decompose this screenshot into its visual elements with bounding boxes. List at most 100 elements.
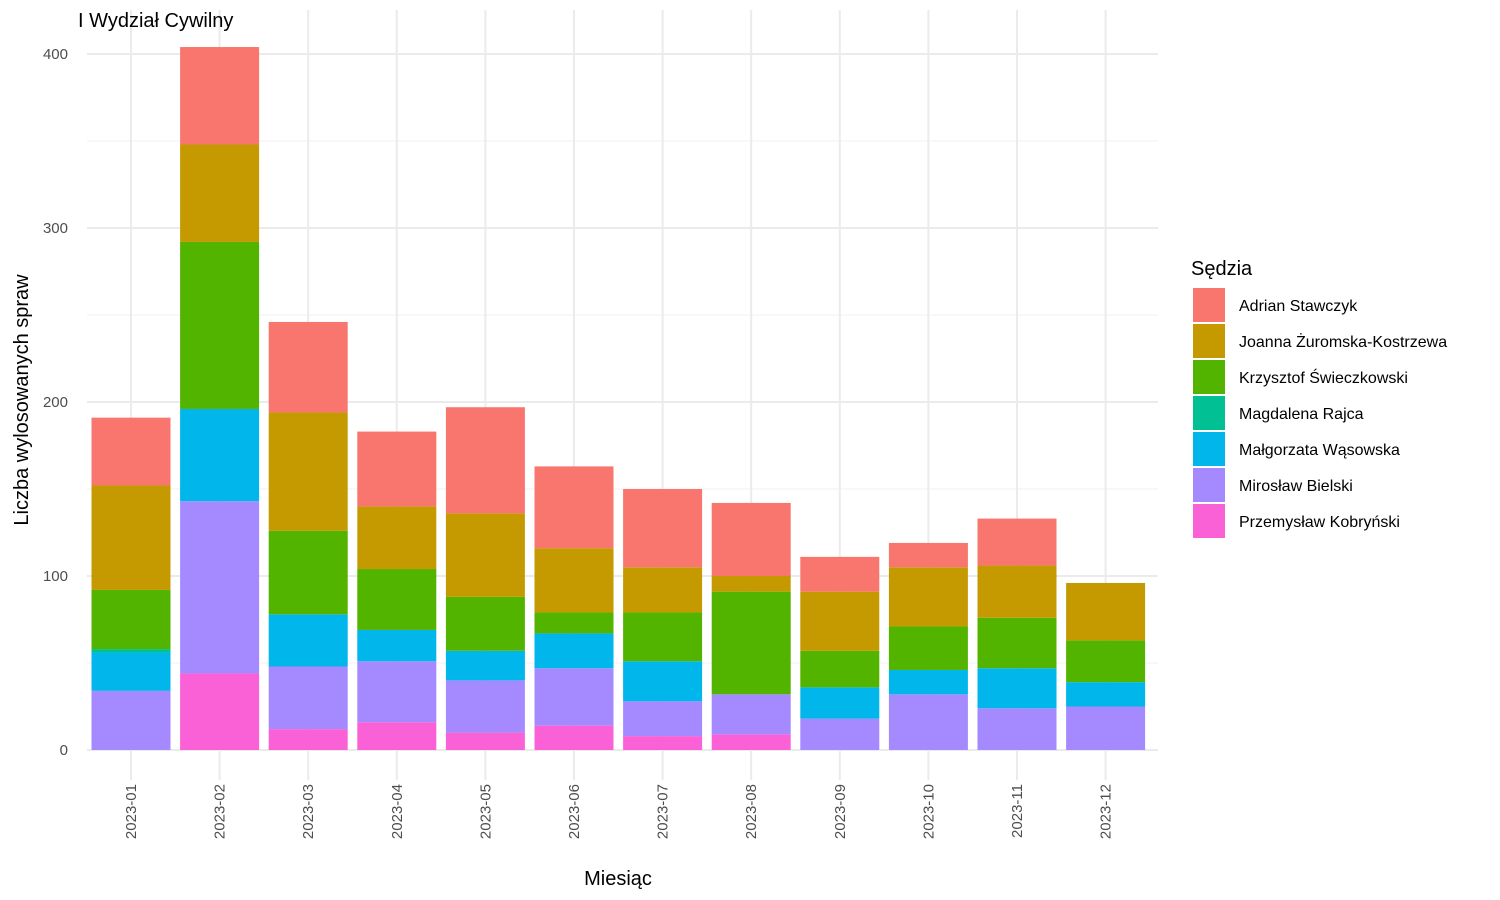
bar-segment xyxy=(623,736,703,750)
bar-segment xyxy=(800,687,880,719)
legend-swatch xyxy=(1193,468,1225,502)
bar-segment xyxy=(888,542,968,568)
bar-segment xyxy=(180,673,260,750)
bar-segment xyxy=(888,694,968,750)
bar-segment xyxy=(268,412,348,531)
legend-swatch xyxy=(1193,324,1225,358)
y-tick-label: 400 xyxy=(43,46,68,63)
legend-label: Joanna Żuromska-Kostrzewa xyxy=(1239,332,1447,351)
bar-segment xyxy=(534,725,614,750)
bar-segment xyxy=(357,722,437,750)
bar-segment xyxy=(445,732,525,750)
x-tick-label: 2023-02 xyxy=(212,784,229,839)
legend-label: Krzysztof Świeczkowski xyxy=(1239,368,1408,387)
bar-segment xyxy=(623,661,703,702)
bar-segment xyxy=(91,652,171,691)
bar-segment xyxy=(445,407,525,514)
bar-segment xyxy=(711,734,791,750)
bar-segment xyxy=(623,567,703,613)
x-tick-label: 2023-07 xyxy=(655,784,672,839)
bar-segment xyxy=(1066,640,1146,683)
x-tick-label: 2023-08 xyxy=(743,784,760,839)
bar-segment xyxy=(268,666,348,730)
bar-segment xyxy=(180,144,260,242)
bar-segment xyxy=(91,649,171,653)
legend-swatch xyxy=(1193,396,1225,430)
bar-segment xyxy=(800,718,880,750)
bar-segment xyxy=(180,408,260,502)
bar-segment xyxy=(91,417,171,486)
x-tick-label: 2023-05 xyxy=(477,784,494,839)
bar-segment xyxy=(888,669,968,695)
bar-segment xyxy=(268,530,348,615)
bar-segment xyxy=(357,569,437,630)
x-tick-label: 2023-10 xyxy=(920,784,937,839)
bar-segment xyxy=(357,506,437,570)
legend-swatch xyxy=(1193,288,1225,322)
bar-segment xyxy=(91,690,171,750)
legend-title: Sędzia xyxy=(1191,258,1253,280)
bar-segment xyxy=(534,466,614,549)
bar-segment xyxy=(91,485,171,590)
legend-label: Małgorzata Wąsowska xyxy=(1239,442,1400,459)
bar-segment xyxy=(357,661,437,723)
legend-label: Adrian Stawczyk xyxy=(1239,298,1358,315)
bar-segment xyxy=(1066,706,1146,750)
bar-segment xyxy=(1066,582,1146,641)
bar-segment xyxy=(711,591,791,695)
bar-segment xyxy=(180,501,260,674)
y-tick-label: 200 xyxy=(43,394,68,411)
chart-title: I Wydział Cywilny xyxy=(78,10,233,32)
x-tick-label: 2023-06 xyxy=(566,784,583,839)
bar-segment xyxy=(977,518,1057,566)
legend-swatch xyxy=(1193,432,1225,466)
legend-label: Przemysław Kobryński xyxy=(1239,514,1400,531)
y-axis-ticks: 0 100 200 300 400 xyxy=(43,46,68,759)
x-axis-title: Miesiąc xyxy=(584,868,652,890)
y-tick-label: 0 xyxy=(60,742,68,759)
bar-segment xyxy=(268,614,348,667)
bar-segment xyxy=(800,556,880,592)
x-tick-label: 2023-01 xyxy=(123,784,140,839)
bar-segment xyxy=(888,626,968,670)
bar-segment xyxy=(977,668,1057,709)
bar-segment xyxy=(180,47,260,145)
bar-segment xyxy=(623,612,703,662)
bar-segment xyxy=(977,565,1057,618)
bar-segment xyxy=(534,633,614,669)
x-tick-label: 2023-12 xyxy=(1098,784,1115,839)
bar-segment xyxy=(357,629,437,662)
bar-segment xyxy=(711,694,791,735)
legend-label: Magdalena Rajca xyxy=(1239,406,1364,423)
x-axis-ticks: 2023-01 2023-02 2023-03 2023-04 2023-05 2023-… xyxy=(123,784,1115,839)
bars xyxy=(91,47,1146,750)
bar-segment xyxy=(800,650,880,688)
bar-segment xyxy=(534,668,614,726)
x-tick-label: 2023-04 xyxy=(389,784,406,839)
bar-segment xyxy=(445,650,525,681)
x-tick-label: 2023-03 xyxy=(300,784,317,839)
bar-segment xyxy=(888,567,968,627)
bar-segment xyxy=(711,576,791,592)
bar-segment xyxy=(357,431,437,507)
y-tick-label: 100 xyxy=(43,568,68,585)
bar-segment xyxy=(445,680,525,733)
x-tick-label: 2023-11 xyxy=(1009,784,1026,838)
bar-segment xyxy=(711,502,791,576)
bar-segment xyxy=(180,241,260,409)
bar-segment xyxy=(91,589,171,650)
legend-swatch xyxy=(1193,360,1225,394)
bar-segment xyxy=(268,321,348,413)
y-axis-title: Liczba wylosowanych spraw xyxy=(11,274,33,526)
x-tick-label: 2023-09 xyxy=(832,784,849,839)
legend-swatch xyxy=(1193,504,1225,538)
bar-segment xyxy=(534,548,614,613)
bar-segment xyxy=(977,617,1057,669)
legend: Sędzia Adrian Stawczyk Joanna Żuromska-Ko… xyxy=(1191,258,1447,538)
bar-segment xyxy=(977,708,1057,750)
legend-label: Mirosław Bielski xyxy=(1239,478,1353,495)
y-tick-label: 300 xyxy=(43,220,68,237)
bar-segment xyxy=(445,596,525,651)
bar-segment xyxy=(623,489,703,568)
